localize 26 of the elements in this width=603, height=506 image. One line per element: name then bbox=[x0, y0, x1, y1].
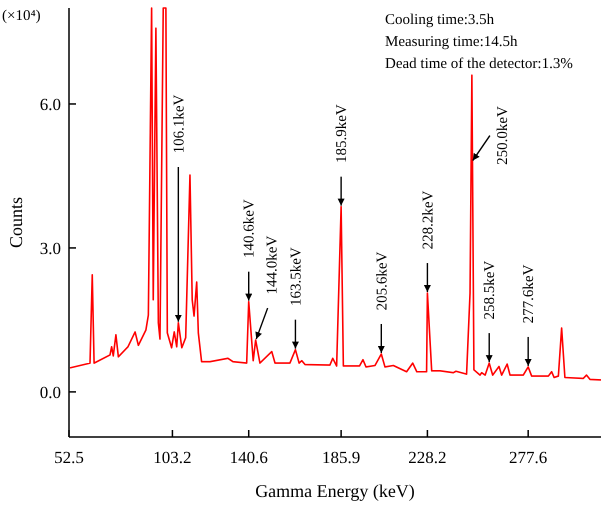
annotation: 106.1keV bbox=[171, 94, 188, 154]
annotation: 250.0keV bbox=[494, 106, 511, 165]
annotation: 277.6keV bbox=[521, 264, 538, 324]
x-tick-label: 228.2 bbox=[408, 448, 447, 467]
y-tick-label: 0.0 bbox=[40, 382, 61, 402]
annotation: Measuring time:14.5h bbox=[385, 34, 518, 50]
x-axis-title: Gamma Energy (keV) bbox=[255, 481, 415, 501]
x-tick-label: 103.2 bbox=[153, 448, 192, 467]
annotation: Cooling time:3.5h bbox=[385, 12, 495, 28]
annotation: 258.5keV bbox=[482, 260, 498, 320]
annotation: 185.9keV bbox=[334, 104, 350, 164]
annotation: 228.2keV bbox=[420, 190, 436, 250]
annotation: 140.6keV bbox=[242, 199, 258, 258]
y-tick-label: 6.0 bbox=[40, 94, 61, 114]
y-axis-title: Counts bbox=[6, 196, 26, 248]
line-series bbox=[69, 7, 601, 381]
annotation: 163.5keV bbox=[288, 247, 304, 306]
y-tick-label: 3.0 bbox=[40, 238, 61, 258]
x-tick-label: 277.6 bbox=[509, 448, 548, 467]
x-tick-label: 52.5 bbox=[54, 448, 84, 467]
annotation: Dead time of the detector:1.3% bbox=[385, 56, 573, 72]
x-tick-label: 185.9 bbox=[322, 448, 360, 467]
annotation: 205.6keV bbox=[374, 251, 390, 310]
text: (×10⁴) bbox=[2, 8, 41, 24]
annotation: 144.0keV bbox=[264, 236, 281, 294]
x-tick-label: 140.6 bbox=[230, 448, 268, 467]
